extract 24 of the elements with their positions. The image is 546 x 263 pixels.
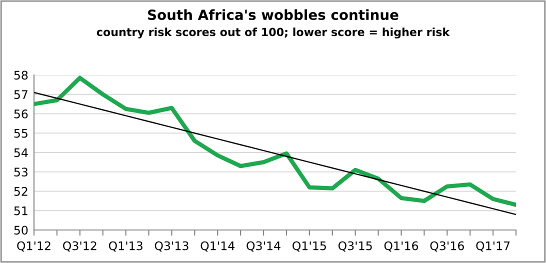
y-tick-label: 52 bbox=[14, 186, 28, 196]
y-tick-label: 58 bbox=[14, 70, 28, 80]
y-tick-label: 51 bbox=[14, 206, 28, 216]
x-tick-label: Q3'13 bbox=[154, 241, 188, 252]
x-tick-label: Q1'16 bbox=[384, 241, 418, 252]
y-tick-label: 50 bbox=[14, 226, 28, 235]
x-tick-label: Q1'17 bbox=[476, 241, 510, 252]
x-tick-label: Q1'13 bbox=[108, 241, 142, 252]
x-tick-label: Q3'16 bbox=[430, 241, 464, 252]
y-tick-label: 54 bbox=[14, 148, 28, 158]
chart-subtitle: country risk scores out of 100; lower score = higher risk bbox=[96, 28, 450, 38]
line-series bbox=[34, 92, 516, 216]
y-tick-label: 56 bbox=[14, 109, 28, 118]
x-tick-label: Q1'14 bbox=[200, 241, 234, 252]
chart-title: South Africa's wobbles continue bbox=[148, 9, 398, 20]
x-tick-label: Q1'15 bbox=[292, 241, 326, 252]
x-tick-label: Q1'12 bbox=[17, 241, 50, 252]
y-tick-label: 55 bbox=[14, 129, 28, 138]
x-tick-label: Q3'12 bbox=[63, 241, 96, 252]
y-tick-label: 53 bbox=[14, 168, 28, 177]
x-tick-label: Q3'14 bbox=[246, 241, 280, 252]
x-tick-label: Q3'15 bbox=[338, 241, 372, 252]
y-tick-label: 57 bbox=[14, 90, 28, 100]
line-series bbox=[34, 76, 516, 207]
